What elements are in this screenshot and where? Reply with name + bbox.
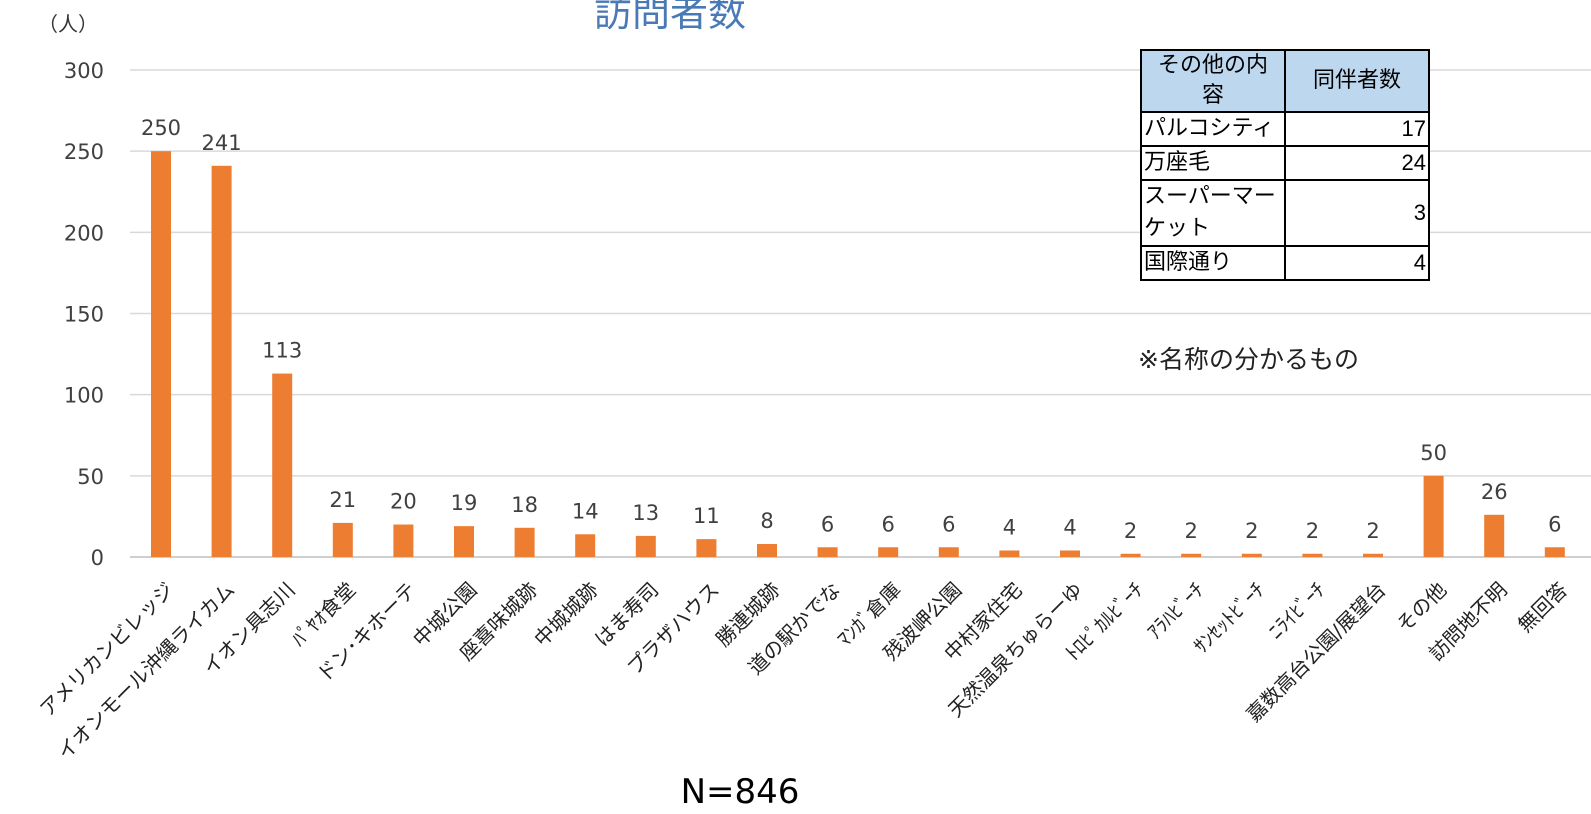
x-tick-label: 中城城跡 (529, 578, 603, 652)
bar (757, 544, 777, 557)
table-row: スーパーマーケット 3 (1140, 179, 1430, 247)
bar (454, 526, 474, 557)
bar (817, 547, 838, 557)
bar (878, 547, 899, 557)
x-axis-ticks: アメリカンビレッジイオンモール沖縄ライカムイオン具志川ﾊﾟﾔｵ食堂ドン･キホーテ… (35, 578, 1572, 765)
row-name: スーパーマーケット (1140, 179, 1286, 247)
data-label: 4 (1063, 516, 1076, 540)
data-label: 4 (1003, 516, 1016, 540)
bar (696, 539, 717, 557)
row-count: 17 (1284, 111, 1430, 147)
y-tick-label: 0 (91, 546, 104, 570)
bar (393, 524, 414, 557)
row-name: 万座毛 (1140, 145, 1286, 181)
data-label: 21 (329, 488, 356, 512)
data-label: 6 (1548, 512, 1561, 536)
bar (575, 534, 596, 557)
bars (151, 151, 1565, 557)
y-axis-unit: （人） (38, 12, 98, 36)
table-note: ※名称の分かるもの (1138, 345, 1359, 374)
data-label: 26 (1481, 480, 1508, 504)
data-label: 2 (1306, 519, 1319, 543)
chart-title: 訪問者数 (593, 0, 746, 35)
data-label: 6 (882, 512, 895, 536)
table-row: 国際通り 4 (1140, 245, 1430, 281)
bar (1544, 547, 1565, 557)
data-label: 20 (390, 490, 417, 514)
x-tick-label: その他 (1392, 578, 1451, 637)
header-companion-count: 同伴者数 (1284, 49, 1430, 113)
row-count: 24 (1284, 145, 1430, 181)
bar (1241, 553, 1262, 557)
row-count: 4 (1284, 245, 1430, 281)
sample-size-annotation: N=846 (680, 772, 800, 812)
header-other-content: その他の内容 (1140, 49, 1286, 113)
gridlines (130, 69, 1591, 558)
bar (1120, 553, 1141, 557)
bar (211, 165, 232, 557)
bar (514, 527, 535, 557)
y-tick-label: 100 (64, 384, 104, 408)
bar (1484, 514, 1505, 557)
data-label: 113 (262, 339, 302, 363)
data-label: 6 (821, 512, 834, 536)
y-tick-label: 150 (64, 303, 104, 327)
bar (1423, 475, 1444, 557)
data-label: 50 (1420, 441, 1447, 465)
data-label: 8 (760, 509, 773, 533)
bar (332, 522, 353, 557)
data-label: 241 (202, 131, 242, 155)
y-axis-ticks: 0 50 100 150 200 250 300 (64, 59, 104, 570)
data-label: 13 (632, 501, 659, 525)
data-label: 2 (1124, 519, 1137, 543)
data-label: 2 (1185, 519, 1198, 543)
table-row: パルコシティ 17 (1140, 111, 1430, 147)
data-label: 18 (511, 493, 538, 517)
data-label: 11 (693, 504, 720, 528)
bar (1060, 550, 1080, 557)
other-breakdown-table: その他の内容 同伴者数 パルコシティ 17 万座毛 24 スーパーマーケット 3… (1140, 49, 1430, 281)
bar (1363, 553, 1383, 557)
data-label: 250 (141, 116, 181, 140)
data-label: 2 (1366, 519, 1379, 543)
data-label: 6 (942, 512, 955, 536)
row-count: 3 (1284, 179, 1430, 247)
data-label: 14 (572, 499, 599, 523)
bar (635, 535, 656, 557)
data-label: 19 (451, 491, 478, 515)
x-tick-label: 無回答 (1513, 578, 1572, 637)
y-tick-label: 50 (77, 465, 104, 489)
y-tick-label: 250 (64, 140, 104, 164)
table-header-row: その他の内容 同伴者数 (1140, 49, 1430, 113)
row-name: 国際通り (1140, 245, 1286, 281)
table-row: 万座毛 24 (1140, 145, 1430, 181)
data-label: 2 (1245, 519, 1258, 543)
bar (1181, 553, 1202, 557)
y-tick-label: 300 (64, 59, 104, 83)
y-tick-label: 200 (64, 221, 104, 245)
bar (999, 550, 1020, 557)
bar (272, 373, 293, 557)
bar (151, 151, 171, 557)
row-name: パルコシティ (1140, 111, 1286, 147)
bar (938, 547, 959, 557)
bar (1302, 553, 1323, 557)
